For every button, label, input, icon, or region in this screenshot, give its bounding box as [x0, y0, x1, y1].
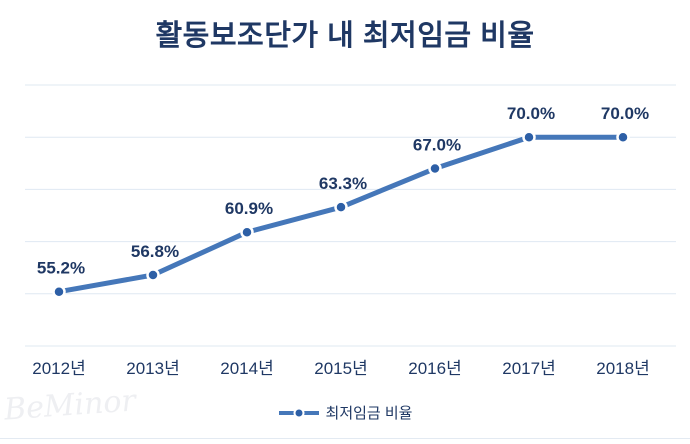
x-axis-label: 2016년 — [408, 359, 461, 378]
data-point-label: 70.0% — [507, 104, 555, 123]
data-point-marker — [240, 225, 254, 239]
x-axis-label: 2017년 — [502, 359, 555, 378]
legend-series-label: 최저임금 비율 — [325, 405, 413, 422]
chart-legend: 최저임금 비율 — [0, 402, 690, 423]
data-point-marker — [428, 161, 442, 176]
data-point-marker — [522, 130, 536, 144]
bottom-divider — [0, 438, 690, 439]
data-point-label: 70.0% — [601, 104, 649, 123]
x-axis-label: 2014년 — [220, 359, 273, 378]
x-axis-label: 2018년 — [596, 359, 649, 378]
data-point-label: 56.8% — [131, 242, 179, 261]
data-point-marker — [146, 268, 160, 282]
data-point-label: 60.9% — [225, 199, 273, 218]
series-line — [56, 134, 626, 295]
x-axis-label: 2012년 — [32, 359, 85, 378]
data-point-marker — [616, 130, 630, 144]
data-point-label: 63.3% — [319, 174, 367, 193]
data-point-label: 55.2% — [37, 259, 85, 278]
data-point-marker — [334, 200, 348, 214]
x-axis-label: 2015년 — [314, 359, 367, 378]
data-point-marker — [52, 284, 66, 299]
x-axis-label: 2013년 — [126, 359, 179, 378]
data-point-label: 67.0% — [413, 136, 461, 155]
legend-line-dot-icon — [278, 407, 319, 418]
chart-title: 활동보조단가 내 최저임금 비율 — [155, 20, 535, 52]
